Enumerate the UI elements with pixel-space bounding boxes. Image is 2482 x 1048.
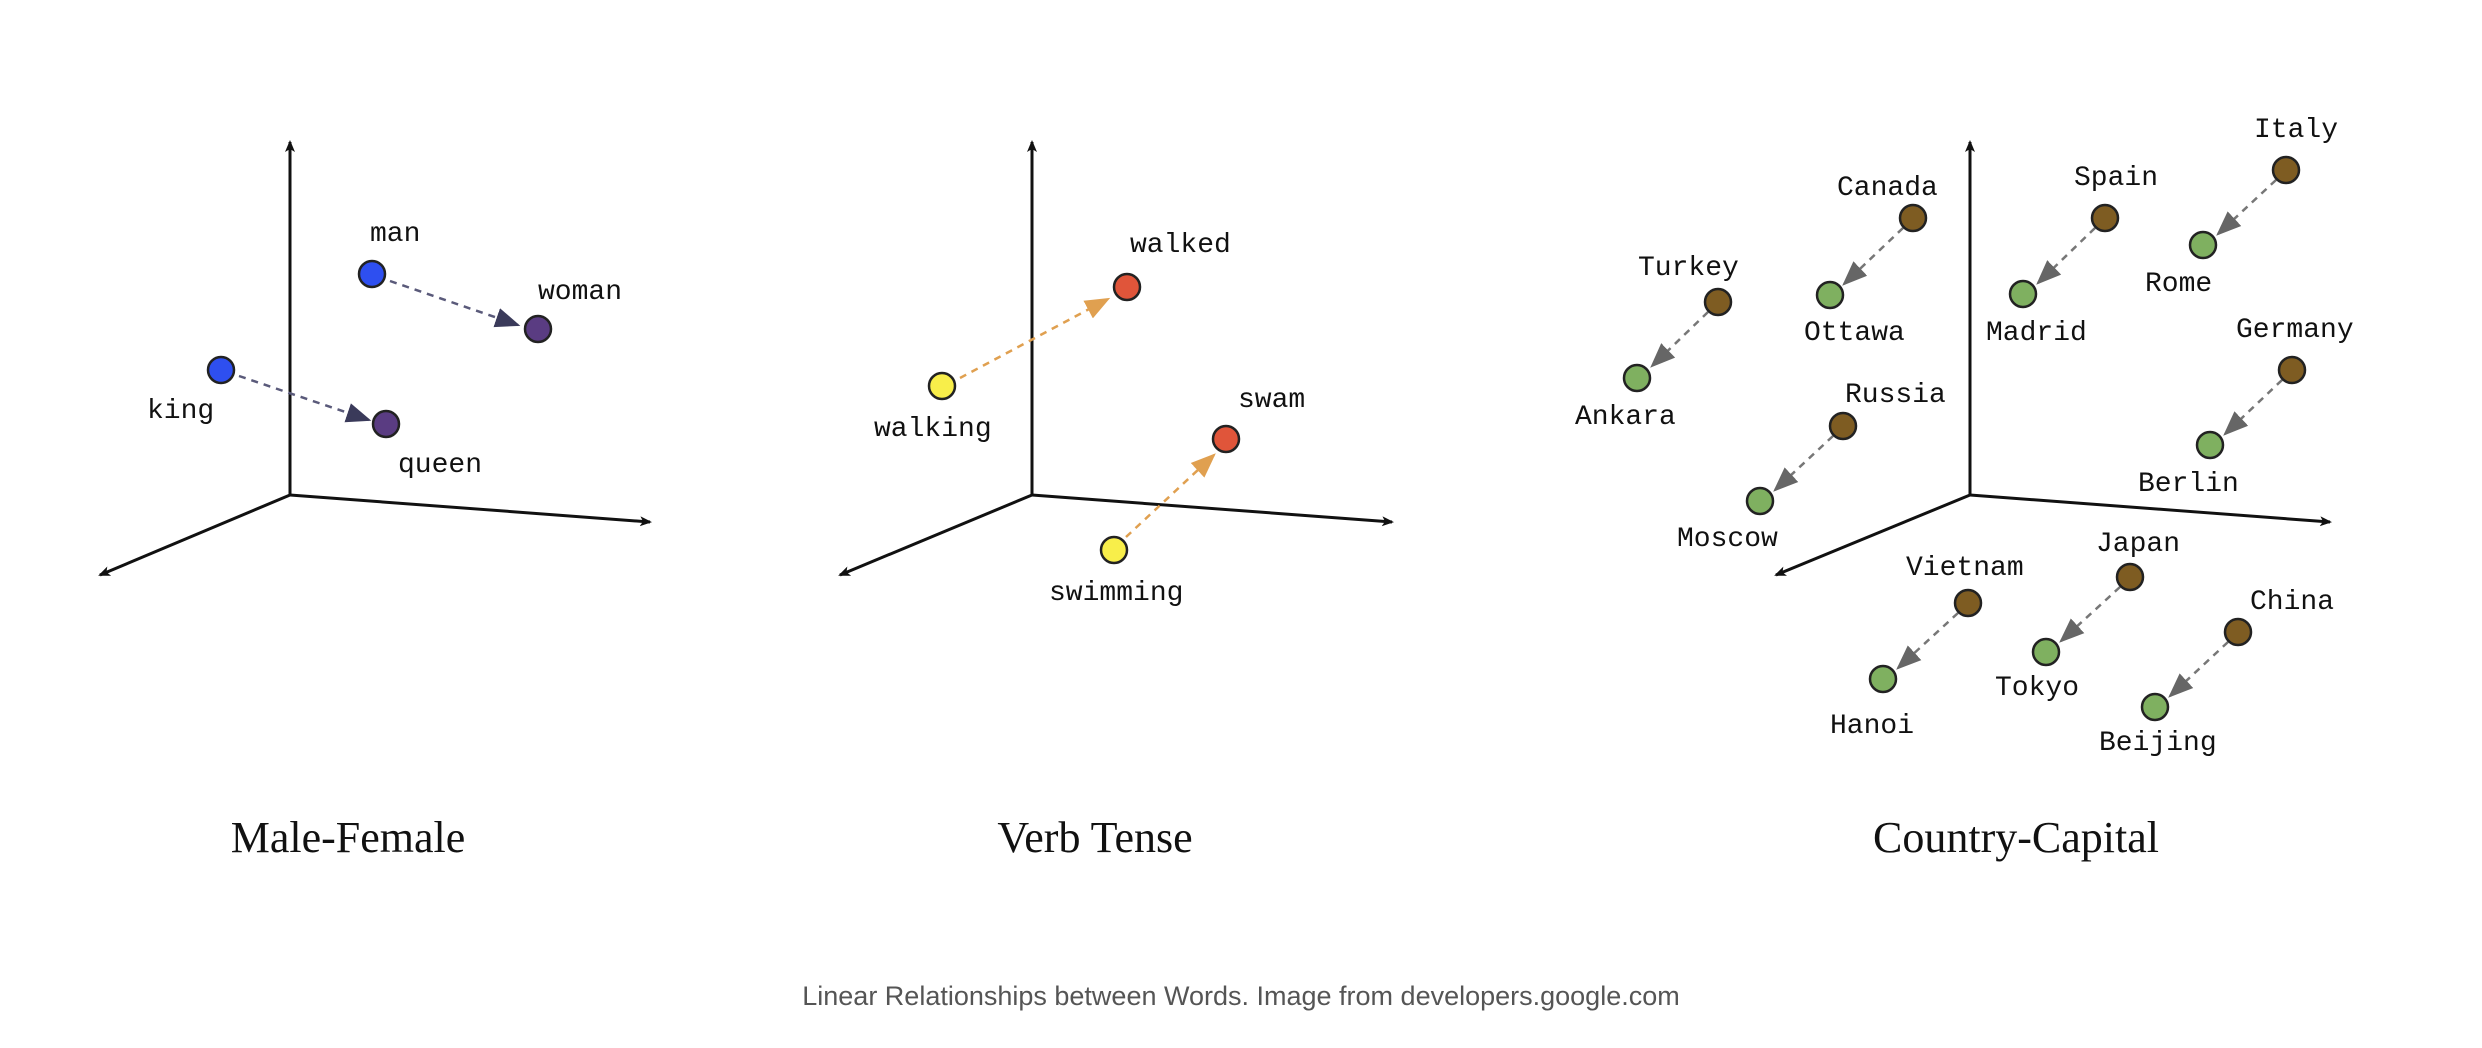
pair-china-beijing: China Beijing — [2099, 587, 2334, 759]
word-point — [927, 371, 957, 401]
word-point — [2223, 617, 2253, 647]
word-label: Canada — [1837, 173, 1938, 204]
word-label: Ankara — [1575, 402, 1676, 433]
word-label: Tokyo — [1995, 673, 2079, 704]
panel-title: Country-Capital — [1873, 813, 2159, 862]
pair-italy-rome: Italy Rome — [2145, 115, 2338, 300]
panel-country-capital: Turkey Ankara Canada Ottawa Spain Madrid… — [1575, 115, 2354, 862]
word-point — [2008, 279, 2038, 309]
relation-arrow — [1125, 453, 1216, 538]
word-label: man — [370, 219, 420, 250]
word-point — [1953, 588, 1983, 618]
word-label: Italy — [2254, 115, 2338, 146]
pair-spain-madrid: Spain Madrid — [1986, 163, 2158, 349]
word-label: Hanoi — [1830, 711, 1914, 742]
word-label: swam — [1238, 385, 1305, 416]
axis-left — [838, 493, 1033, 577]
word-point — [1815, 280, 1845, 310]
word-point — [1112, 272, 1142, 302]
word-point — [1622, 363, 1652, 393]
word-point — [1211, 424, 1241, 454]
relation-arrow — [1842, 227, 1904, 286]
axis-left — [98, 493, 291, 577]
pair-japan-tokyo: Japan Tokyo — [1995, 529, 2180, 704]
panel-title: Verb Tense — [997, 813, 1192, 862]
word-label: king — [147, 396, 214, 427]
axes-verb-tense — [838, 140, 1394, 577]
word-point — [206, 355, 236, 385]
word-point — [357, 259, 387, 289]
pair-canada-ottawa: Canada Ottawa — [1804, 173, 1938, 349]
axis-left — [1774, 493, 1971, 577]
word-label: Germany — [2236, 315, 2354, 346]
word-label: walking — [874, 414, 992, 445]
axis-right — [1031, 493, 1394, 527]
panel-title: Male-Female — [231, 813, 466, 862]
word-point — [2271, 155, 2301, 185]
relation-arrow — [959, 297, 1111, 380]
panel-male-female: man woman king queen Male-Female — [98, 140, 652, 862]
word-point — [2140, 692, 2170, 722]
word-point — [2195, 430, 2225, 460]
relation-arrow — [2059, 586, 2121, 643]
relation-arrow — [2168, 641, 2229, 698]
pair-man-woman: man woman — [357, 219, 622, 344]
word-label: Madrid — [1986, 318, 2087, 349]
axis-right — [1969, 493, 2332, 527]
pair-walking-walked: walking walked — [874, 230, 1231, 445]
word-point — [1828, 411, 1858, 441]
word-point — [2277, 355, 2307, 385]
relation-arrow — [1773, 435, 1834, 492]
word-label: Ottawa — [1804, 318, 1905, 349]
relation-arrow — [1650, 311, 1709, 368]
pair-germany-berlin: Germany Berlin — [2138, 315, 2354, 500]
word-point — [1898, 203, 1928, 233]
word-label: China — [2250, 587, 2334, 618]
relation-arrow — [1896, 612, 1959, 670]
word-point — [371, 409, 401, 439]
axes-country-capital — [1774, 140, 2332, 577]
axis-right — [289, 493, 652, 527]
word-point — [1745, 486, 1775, 516]
word-label: Russia — [1845, 380, 1946, 411]
relation-arrow — [2036, 227, 2096, 285]
word-point — [2090, 203, 2120, 233]
word-label: Vietnam — [1906, 553, 2024, 584]
axes-male-female — [98, 140, 652, 577]
word-point — [2031, 637, 2061, 667]
pair-turkey-ankara: Turkey Ankara — [1575, 253, 1739, 433]
word-label: woman — [538, 277, 622, 308]
word-label: walked — [1130, 230, 1231, 261]
word-label: Moscow — [1677, 524, 1778, 555]
figure-caption: Linear Relationships between Words. Imag… — [802, 981, 1680, 1011]
word-point — [2188, 230, 2218, 260]
pair-vietnam-hanoi: Vietnam Hanoi — [1830, 553, 2024, 742]
word-label: queen — [398, 450, 482, 481]
word-point — [2115, 562, 2145, 592]
word-label: Rome — [2145, 269, 2212, 300]
panel-verb-tense: walking walked swimming swam Verb Tense — [838, 140, 1394, 862]
relation-arrow — [389, 279, 521, 328]
word-point — [523, 314, 553, 344]
word-label: swimming — [1049, 578, 1183, 609]
relation-arrow — [2223, 379, 2283, 436]
word-label: Beijing — [2099, 728, 2217, 759]
word-label: Spain — [2074, 163, 2158, 194]
word-point — [1868, 664, 1898, 694]
word-label: Berlin — [2138, 469, 2239, 500]
relation-arrow — [2216, 179, 2277, 236]
relation-arrow — [238, 374, 372, 423]
pair-russia-moscow: Russia Moscow — [1677, 380, 1946, 555]
word-label: Turkey — [1638, 253, 1739, 284]
pair-swimming-swam: swimming swam — [1049, 385, 1305, 609]
pair-king-queen: king queen — [147, 355, 482, 481]
word-label: Japan — [2096, 529, 2180, 560]
word-point — [1099, 535, 1129, 565]
word-point — [1703, 287, 1733, 317]
